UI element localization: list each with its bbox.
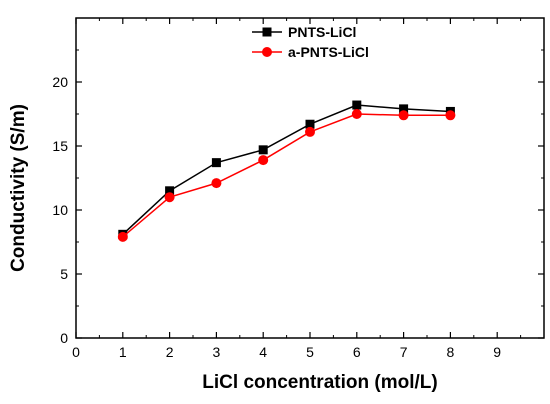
legend-marker (262, 47, 272, 57)
data-point (117, 231, 128, 242)
plot-frame (75, 17, 545, 339)
plot-border (75, 17, 545, 339)
series-2 (117, 109, 456, 242)
x-tick-label: 4 (259, 344, 267, 360)
y-axis-title: Conductivity (S/m) (8, 104, 29, 272)
x-tick-label: 2 (166, 344, 174, 360)
y-tick-label: 5 (60, 266, 68, 282)
legend-item: a-PNTS-LiCl (252, 44, 369, 60)
data-point (305, 119, 315, 129)
series-line (122, 104, 451, 235)
x-tick-label: 9 (493, 344, 501, 360)
data-point (258, 155, 269, 166)
series-1 (118, 100, 455, 239)
x-tick-label: 3 (213, 344, 221, 360)
y-tick-label: 20 (52, 74, 68, 90)
data-point (445, 110, 456, 121)
x-tick-label: 8 (447, 344, 455, 360)
x-tick-label: 7 (400, 344, 408, 360)
data-point (399, 104, 409, 114)
x-tick-label: 6 (353, 344, 361, 360)
y-tick-label: 0 (60, 330, 68, 346)
legend-label: a-PNTS-LiCl (288, 44, 369, 60)
data-point (165, 186, 175, 196)
x-tick-label: 1 (119, 344, 127, 360)
legend-item: PNTS-LiCl (252, 24, 356, 40)
series-layer (117, 100, 456, 242)
legend: PNTS-LiCl a-PNTS-LiCl (252, 24, 369, 60)
y-axis-ticks: 0 5 10 15 20 (52, 49, 544, 346)
data-point (258, 145, 268, 155)
data-point (211, 178, 222, 189)
data-point (351, 109, 362, 119)
x-tick-label: 5 (306, 344, 314, 360)
x-tick-label: 0 (72, 344, 80, 360)
data-point (305, 126, 315, 137)
y-tick-label: 15 (52, 138, 68, 154)
data-point (398, 110, 409, 121)
y-tick-label: 10 (52, 202, 68, 218)
series-line (122, 113, 451, 238)
data-point (352, 100, 362, 110)
x-axis-ticks: 0 1 2 3 4 5 6 7 8 9 (72, 18, 522, 360)
data-point (164, 192, 175, 203)
legend-marker (262, 27, 272, 37)
x-axis-title: LiCl concentration (mol/L) (202, 372, 437, 393)
data-point (211, 158, 221, 168)
legend-label: PNTS-LiCl (288, 24, 356, 40)
